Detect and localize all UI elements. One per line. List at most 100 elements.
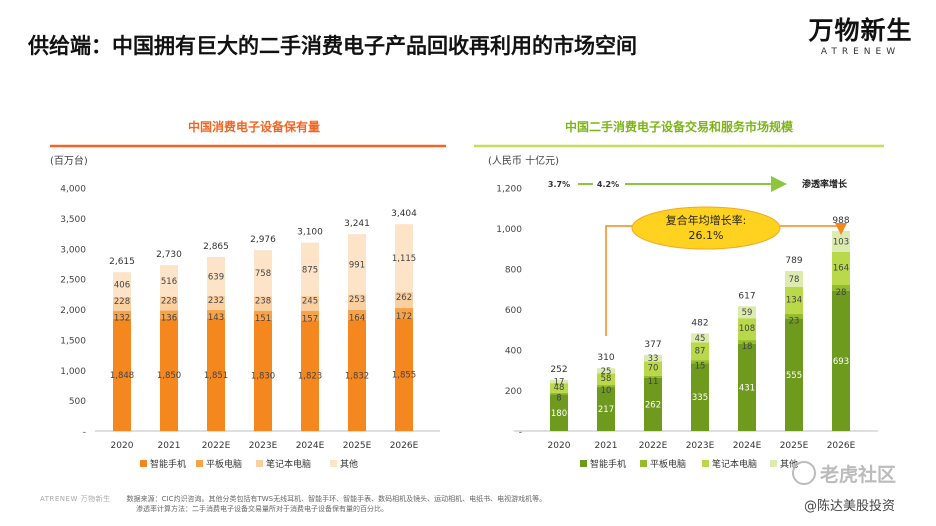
chart2-y-tick-label: 400 (505, 347, 522, 357)
chart2-bar-3 (644, 361, 662, 376)
chart1-bar-3 (254, 296, 272, 311)
chart1-bar-2 (301, 310, 319, 321)
chart2-data-label: 431 (739, 383, 755, 393)
chart1-data-label: 132 (114, 314, 130, 324)
chart2-total-label: 789 (785, 256, 802, 266)
chart1-data-label: 1,115 (392, 254, 416, 264)
chart1-title: 中国消费电子设备保有量 (188, 119, 320, 134)
chart2-y-tick-label: 200 (505, 387, 522, 397)
chart2-bar-1 (785, 318, 803, 431)
chart1-legend-swatch (140, 460, 147, 467)
chart1-data-label: 758 (255, 269, 271, 279)
chart1-legend-swatch (330, 460, 337, 467)
chart1-bar-4 (113, 272, 131, 297)
chart2-penetration-value: 4.2% (597, 180, 619, 189)
chart1-bar-3 (207, 295, 225, 310)
chart2-category-label: 2023E (686, 441, 715, 451)
chart1-data-label: 151 (255, 314, 271, 324)
chart2-total-label: 988 (832, 216, 849, 226)
chart2-data-label: 262 (645, 400, 661, 410)
chart2-bar-2 (691, 360, 709, 364)
chart1-data-label: 232 (208, 296, 224, 306)
chart2-legend-swatch (770, 460, 777, 467)
chart1-data-label: 136 (161, 313, 177, 323)
chart2-cagr-label: 复合年均增长率: (666, 213, 747, 227)
chart2-bar-2 (597, 385, 615, 388)
chart1-bar-1 (113, 318, 131, 431)
chart1-bar-1 (160, 318, 178, 431)
chart2-category-label: 2022E (639, 441, 668, 451)
chart2-bar-3 (785, 286, 803, 314)
chart1-total-label: 2,615 (109, 257, 135, 267)
chart1-legend-swatch (256, 460, 263, 467)
chart2-data-label: 23 (789, 316, 800, 326)
chart2-cagr-value: 26.1% (689, 229, 724, 242)
chart2-bar-4 (597, 368, 615, 374)
chart1-category-label: 2023E (249, 441, 278, 451)
chart2-data-label: 59 (742, 308, 753, 318)
chart2-cagr-line-left (605, 225, 632, 336)
chart2-bar-1 (691, 363, 709, 431)
chart2-total-label: 252 (550, 365, 567, 375)
chart1-data-label: 516 (161, 277, 177, 287)
chart2-data-label: 134 (786, 295, 802, 305)
chart1-data-label: 1,832 (345, 371, 369, 381)
chart2-bar-3 (550, 383, 568, 393)
chart1-data-label: 228 (114, 297, 130, 307)
chart1-data-label: 1,823 (298, 372, 322, 382)
chart2-bar-4 (644, 354, 662, 362)
footer-note: 渗透率计算方法：二手消费电子设备交易量所对于消费电子设备保有量的百分比。 (136, 505, 388, 513)
chart2-data-label: 335 (692, 393, 708, 403)
chart2-data-label: 28 (836, 288, 847, 298)
chart2-bar-2 (644, 375, 662, 378)
chart1-bar-2 (207, 309, 225, 319)
tiger-icon (792, 461, 816, 485)
chart2-data-label: 11 (648, 377, 659, 387)
chart1-data-label: 253 (349, 295, 365, 305)
logo-en: ATRENEW (820, 47, 901, 57)
chart1-category-label: 2022E (202, 441, 231, 451)
chart2-total-label: 617 (738, 291, 755, 301)
chart1-total-label: 3,100 (297, 228, 323, 238)
chart1-y-tick-label: 1,000 (60, 367, 86, 377)
chart2-data-label: 180 (551, 409, 567, 419)
chart2-penetration-label: 渗透率增长 (802, 178, 848, 190)
chart2-data-label: 17 (554, 377, 565, 387)
chart2-bar-2 (738, 340, 756, 344)
chart1-bar-3 (395, 291, 413, 308)
chart2-data-label: 693 (833, 357, 849, 367)
chart2-total-label: 310 (597, 353, 614, 363)
chart1-category-label: 2026E (390, 441, 419, 451)
chart2-y-tick-label: 1,000 (496, 225, 522, 235)
chart2-category-label: 2026E (827, 441, 856, 451)
chart1-bar-2 (348, 309, 366, 320)
chart1-data-label: 1,851 (204, 371, 228, 381)
chart2-data-label: 8 (556, 394, 561, 404)
watermark-site-text: 老虎社区 (820, 464, 897, 486)
chart2-legend-label: 平板电脑 (650, 458, 686, 470)
chart1-y-tick-label: 500 (69, 397, 86, 407)
chart1-y-tick-label: 2,000 (60, 306, 86, 316)
chart1-bar-2 (160, 310, 178, 319)
chart2-data-label: 555 (786, 371, 802, 381)
page-title: 供给端：中国拥有巨大的二手消费电子产品回收再利用的市场空间 (28, 34, 637, 58)
chart2-legend-swatch (580, 460, 587, 467)
chart1-y-tick-label: 3,000 (60, 245, 86, 255)
chart1-data-label: 157 (302, 314, 318, 324)
chart2-category-label: 2025E (780, 441, 809, 451)
chart2-data-label: 70 (648, 364, 659, 374)
chart1-data-label: 245 (302, 296, 318, 306)
chart1-data-label: 143 (208, 313, 224, 323)
chart2-bar-1 (644, 377, 662, 431)
chart1-y-tick-label: 4,000 (60, 185, 86, 195)
chart2-legend-swatch (640, 460, 647, 467)
chart1-bar-2 (395, 307, 413, 319)
chart2-bar-3 (597, 373, 615, 386)
chart1-bar-1 (207, 318, 225, 431)
chart1-bar-1 (254, 319, 272, 431)
chart1-category-label: 2024E (296, 441, 325, 451)
chart1-y-tick-label: 3,500 (60, 215, 86, 225)
watermark-site: 老虎社区 (792, 460, 896, 487)
chart2-y-tick-label: 1,200 (496, 185, 522, 195)
chart2-bar-4 (785, 271, 803, 287)
